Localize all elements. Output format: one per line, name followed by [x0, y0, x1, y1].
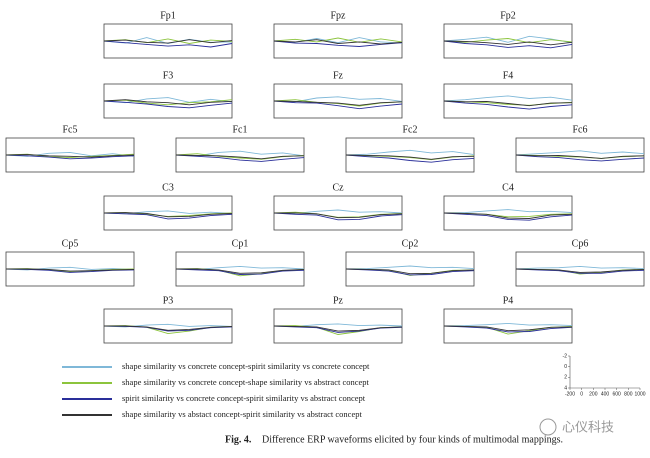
- waveform: [443, 100, 573, 110]
- waveform: [345, 268, 475, 276]
- scale-x-label: 600: [612, 391, 621, 397]
- legend-label: shape similarity vs concrete concept-spi…: [122, 361, 370, 371]
- waveform: [5, 154, 135, 160]
- waveform: [443, 325, 573, 333]
- waveform: [443, 212, 573, 219]
- panel-title: Cp1: [232, 238, 249, 249]
- waveform: [443, 322, 573, 327]
- waveform: [5, 151, 135, 157]
- panel-title: P4: [503, 295, 514, 306]
- waveform: [345, 149, 475, 156]
- waveform: [175, 154, 305, 160]
- panel-title: C3: [162, 182, 174, 193]
- waveform: [5, 154, 135, 158]
- waveform: [273, 212, 403, 221]
- panel-title: Fpz: [331, 10, 347, 21]
- panel-title: P3: [163, 295, 174, 306]
- scale-x-label: 800: [624, 391, 633, 397]
- waveform: [103, 100, 233, 109]
- waveform: [443, 325, 573, 332]
- waveform: [443, 38, 573, 44]
- waveform: [515, 265, 645, 270]
- waveform: [176, 268, 305, 274]
- waveform: [273, 100, 403, 106]
- scale-x-label: 0: [580, 391, 583, 397]
- scale-y-label: 0: [564, 364, 567, 370]
- caption-label: Fig. 4.: [225, 434, 252, 445]
- panel-title: Fz: [333, 70, 344, 81]
- panel-title: Fp1: [160, 10, 176, 21]
- waveform: [345, 268, 475, 275]
- waveform: [273, 100, 403, 110]
- panel-title: Fc1: [233, 124, 248, 135]
- waveform: [345, 265, 475, 270]
- waveform: [274, 212, 403, 219]
- panel-title: Cz: [332, 182, 344, 193]
- waveform: [443, 40, 573, 49]
- panel-title: Fc2: [403, 124, 418, 135]
- waveform: [443, 40, 573, 46]
- panel-title: Fp2: [500, 10, 516, 21]
- panel-title: Pz: [333, 295, 344, 306]
- panel-title: Cp2: [402, 238, 419, 249]
- waveform: [103, 39, 233, 44]
- waveform: [345, 154, 475, 160]
- waveform: [6, 268, 135, 272]
- waveform: [104, 325, 233, 331]
- legend-label: shape similarity vs abstact concept-spir…: [122, 409, 362, 419]
- waveform: [103, 323, 233, 328]
- waveform: [443, 35, 573, 44]
- waveform: [443, 100, 573, 107]
- waveform: [5, 266, 135, 271]
- waveform: [103, 40, 233, 48]
- waveform: [103, 99, 233, 106]
- waveform: [515, 154, 645, 162]
- waveform: [175, 268, 305, 275]
- waveform: [443, 95, 573, 102]
- waveform: [103, 212, 233, 220]
- waveform: [103, 99, 233, 106]
- waveform: [103, 212, 233, 218]
- watermark-icon: [539, 418, 557, 436]
- panel-title: Fc5: [63, 124, 78, 135]
- caption-text: Difference ERP waveforms elicited by fou…: [262, 434, 563, 445]
- waveform: [443, 212, 573, 221]
- waveform: [515, 268, 645, 274]
- scale-x-label: 200: [589, 391, 598, 397]
- panel-title: Cp6: [572, 238, 589, 249]
- waveform: [273, 39, 403, 45]
- scale-y-label: 2: [564, 375, 567, 381]
- legend-label: shape similarity vs concrete concept-sha…: [122, 377, 370, 387]
- legend-label: spirit similarity vs concrete concept-sp…: [122, 393, 366, 403]
- panel-title: Fc6: [573, 124, 588, 135]
- panel-title: C4: [502, 182, 514, 193]
- waveform: [515, 150, 645, 156]
- waveform: [443, 209, 573, 214]
- waveform: [515, 268, 645, 273]
- scale-x-label: 1000: [634, 391, 645, 397]
- watermark: 心仪科技: [562, 421, 614, 436]
- waveform: [345, 154, 475, 163]
- waveform: [273, 325, 403, 332]
- waveform: [515, 154, 645, 159]
- scale-y-label: 4: [564, 385, 567, 391]
- panel-title: Cp5: [62, 238, 79, 249]
- scale-x-label: 400: [601, 391, 610, 397]
- panel-title: F3: [163, 70, 174, 81]
- panel-title: F4: [503, 70, 514, 81]
- waveform: [175, 154, 305, 162]
- scale-y-label: -2: [563, 353, 568, 359]
- waveform: [273, 37, 403, 43]
- scale-x-label: -200: [565, 391, 575, 397]
